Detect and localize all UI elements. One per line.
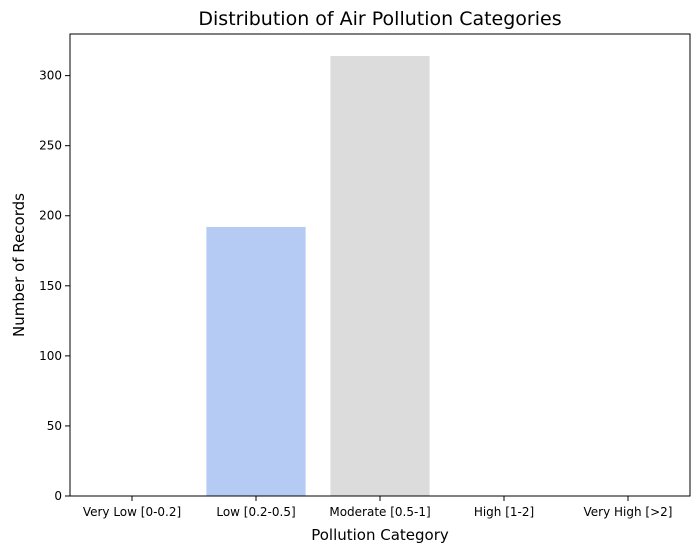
bars xyxy=(206,56,430,496)
x-axis-label: Pollution Category xyxy=(311,526,449,544)
bar-1 xyxy=(206,226,306,496)
y-tick-label: 300 xyxy=(39,69,62,83)
x-tick-label: High [1-2] xyxy=(474,505,534,519)
y-tick-label: 100 xyxy=(39,349,62,363)
y-axis-ticks: 0 50 100 150 200 250 300 xyxy=(39,69,70,503)
plot-frame xyxy=(69,33,691,497)
x-tick-label: Very High [>2] xyxy=(584,505,673,519)
x-tick-label: Low [0.2-0.5] xyxy=(216,505,295,519)
x-tick-label: Moderate [0.5-1] xyxy=(329,505,430,519)
y-tick-label: 50 xyxy=(47,419,62,433)
x-axis-ticks: Very Low [0-0.2] Low [0.2-0.5] Moderate [0… xyxy=(83,496,673,519)
chart-title: Distribution of Air Pollution Categories xyxy=(198,8,561,30)
y-tick-label: 250 xyxy=(39,139,62,153)
y-axis-label: Number of Records xyxy=(10,193,28,337)
y-tick-label: 0 xyxy=(54,489,62,503)
bar-2 xyxy=(330,56,430,496)
y-tick-label: 200 xyxy=(39,209,62,223)
x-tick-label: Very Low [0-0.2] xyxy=(83,505,181,519)
y-tick-label: 150 xyxy=(39,279,62,293)
